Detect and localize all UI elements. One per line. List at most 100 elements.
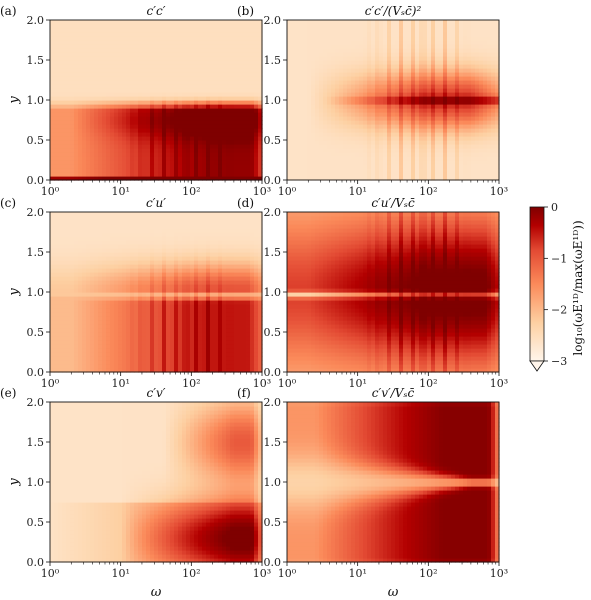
heatmap-cell	[170, 84, 175, 89]
heatmap-cell	[367, 144, 372, 149]
heatmap-cell	[331, 176, 336, 181]
heatmap-cell	[431, 24, 436, 29]
heatmap-cell	[439, 32, 444, 37]
heatmap-cell	[126, 112, 131, 117]
heatmap-cell	[130, 160, 135, 165]
heatmap-cell	[443, 92, 448, 97]
heatmap-cell	[202, 20, 207, 25]
heatmap-cell	[94, 80, 99, 85]
heatmap-cell	[427, 120, 432, 125]
heatmap-cell	[70, 100, 75, 105]
heatmap-cell	[114, 340, 119, 345]
heatmap-cell	[150, 64, 155, 69]
heatmap-cell	[90, 164, 95, 169]
heatmap-cell	[190, 156, 195, 161]
heatmap-cell	[407, 56, 412, 61]
heatmap-cell	[142, 104, 147, 109]
heatmap-cell	[110, 24, 115, 29]
heatmap-cell	[479, 132, 484, 137]
heatmap-cell	[138, 124, 143, 129]
heatmap-cell	[323, 56, 328, 61]
heatmap-cell	[94, 264, 99, 269]
heatmap-cell	[415, 136, 420, 141]
heatmap-cell	[58, 244, 63, 249]
heatmap-cell	[202, 92, 207, 97]
heatmap-cell	[483, 80, 488, 85]
heatmap-cell	[202, 56, 207, 61]
heatmap-cell	[483, 24, 488, 29]
heatmap-cell	[391, 148, 396, 153]
heatmap-cell	[315, 48, 320, 53]
heatmap-cell	[62, 292, 67, 297]
heatmap-cell	[222, 48, 227, 53]
heatmap-cell	[467, 84, 472, 89]
heatmap-cell	[299, 128, 304, 133]
heatmap-cell	[347, 48, 352, 53]
heatmap-cell	[339, 24, 344, 29]
heatmap-cell	[423, 152, 428, 157]
heatmap-cell	[106, 252, 111, 257]
heatmap-cell	[78, 116, 83, 121]
heatmap-cell	[487, 104, 492, 109]
heatmap-cell	[323, 112, 328, 117]
heatmap-cell	[146, 60, 151, 65]
heatmap-cell	[242, 152, 247, 157]
heatmap-cell	[134, 116, 139, 121]
heatmap-cell	[399, 24, 404, 29]
heatmap-cell	[471, 156, 476, 161]
heatmap-cell	[339, 80, 344, 85]
heatmap-cell	[82, 136, 87, 141]
heatmap-cell	[78, 280, 83, 285]
heatmap-cell	[375, 40, 380, 45]
heatmap-cell	[98, 96, 103, 101]
heatmap-cell	[242, 160, 247, 165]
heatmap-cell	[451, 88, 456, 93]
heatmap-cell	[102, 64, 107, 69]
heatmap-cell	[62, 176, 67, 181]
heatmap-cell	[202, 104, 207, 109]
heatmap-cell	[471, 84, 476, 89]
heatmap-cell	[62, 260, 67, 265]
heatmap-cell	[471, 124, 476, 129]
heatmap-cell	[455, 60, 460, 65]
heatmap-cell	[327, 96, 332, 101]
heatmap-cell	[70, 312, 75, 317]
heatmap-cell	[66, 172, 71, 177]
heatmap-cell	[62, 232, 67, 237]
heatmap-cell	[82, 264, 87, 269]
heatmap-cell	[70, 108, 75, 113]
heatmap-cell	[50, 312, 55, 317]
heatmap-cell	[359, 80, 364, 85]
heatmap-cell	[218, 136, 223, 141]
heatmap-cell	[114, 292, 119, 297]
heatmap-cell	[471, 68, 476, 73]
heatmap-cell	[146, 48, 151, 53]
heatmap-cell	[443, 168, 448, 173]
heatmap-cell	[186, 20, 191, 25]
heatmap-cell	[162, 132, 167, 137]
heatmap-cell	[307, 120, 312, 125]
heatmap-cell	[170, 48, 175, 53]
heatmap-cell	[86, 236, 91, 241]
heatmap-cell	[359, 112, 364, 117]
heatmap-cell	[206, 52, 211, 57]
heatmap-cell	[98, 168, 103, 173]
heatmap-cell	[483, 92, 488, 97]
heatmap-cell	[90, 260, 95, 265]
heatmap-cell	[218, 140, 223, 145]
heatmap-cell	[218, 56, 223, 61]
heatmap-cell	[194, 76, 199, 81]
heatmap-cell	[475, 100, 480, 105]
heatmap-cell	[246, 96, 251, 101]
heatmap-cell	[419, 72, 424, 77]
heatmap-cell	[287, 44, 292, 49]
heatmap-cell	[54, 168, 59, 173]
heatmap-cell	[423, 120, 428, 125]
heatmap-cell	[98, 84, 103, 89]
heatmap-cell	[174, 40, 179, 45]
heatmap-cell	[82, 340, 87, 345]
heatmap-cell	[174, 80, 179, 85]
heatmap-cell	[230, 152, 235, 157]
heatmap-cell	[495, 48, 500, 53]
heatmap-cell	[150, 68, 155, 73]
